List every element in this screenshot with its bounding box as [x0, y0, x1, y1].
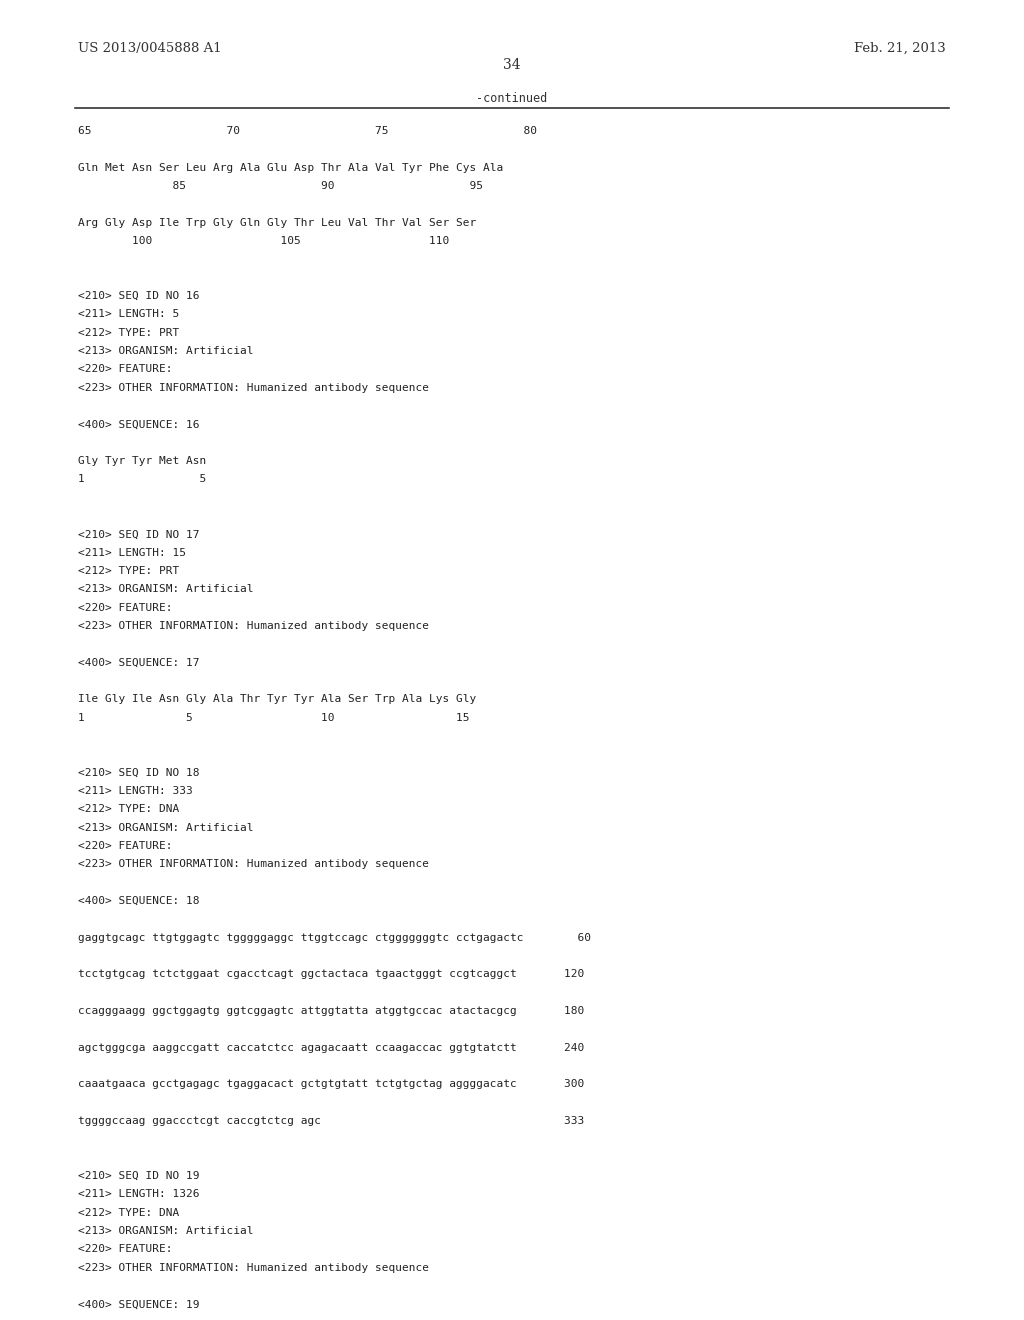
Text: 85                    90                    95: 85 90 95 [78, 181, 483, 191]
Text: <220> FEATURE:: <220> FEATURE: [78, 841, 172, 851]
Text: -continued: -continued [476, 92, 548, 106]
Text: <210> SEQ ID NO 18: <210> SEQ ID NO 18 [78, 768, 200, 777]
Text: Arg Gly Asp Ile Trp Gly Gln Gly Thr Leu Val Thr Val Ser Ser: Arg Gly Asp Ile Trp Gly Gln Gly Thr Leu … [78, 218, 476, 227]
Text: 65                    70                    75                    80: 65 70 75 80 [78, 125, 537, 136]
Text: <223> OTHER INFORMATION: Humanized antibody sequence: <223> OTHER INFORMATION: Humanized antib… [78, 859, 429, 870]
Text: caaatgaaca gcctgagagc tgaggacact gctgtgtatt tctgtgctag aggggacatc       300: caaatgaaca gcctgagagc tgaggacact gctgtgt… [78, 1080, 585, 1089]
Text: US 2013/0045888 A1: US 2013/0045888 A1 [78, 42, 221, 55]
Text: <211> LENGTH: 1326: <211> LENGTH: 1326 [78, 1189, 200, 1200]
Text: tcctgtgcag tctctggaat cgacctcagt ggctactaca tgaactgggt ccgtcaggct       120: tcctgtgcag tctctggaat cgacctcagt ggctact… [78, 969, 585, 979]
Text: <212> TYPE: PRT: <212> TYPE: PRT [78, 566, 179, 576]
Text: Gly Tyr Tyr Met Asn: Gly Tyr Tyr Met Asn [78, 455, 206, 466]
Text: <223> OTHER INFORMATION: Humanized antibody sequence: <223> OTHER INFORMATION: Humanized antib… [78, 383, 429, 392]
Text: <220> FEATURE:: <220> FEATURE: [78, 603, 172, 612]
Text: <220> FEATURE:: <220> FEATURE: [78, 1245, 172, 1254]
Text: 100                   105                   110: 100 105 110 [78, 236, 450, 246]
Text: <212> TYPE: PRT: <212> TYPE: PRT [78, 327, 179, 338]
Text: <211> LENGTH: 15: <211> LENGTH: 15 [78, 548, 186, 557]
Text: 1                 5: 1 5 [78, 474, 206, 484]
Text: <400> SEQUENCE: 16: <400> SEQUENCE: 16 [78, 420, 200, 429]
Text: <210> SEQ ID NO 19: <210> SEQ ID NO 19 [78, 1171, 200, 1181]
Text: Gln Met Asn Ser Leu Arg Ala Glu Asp Thr Ala Val Tyr Phe Cys Ala: Gln Met Asn Ser Leu Arg Ala Glu Asp Thr … [78, 162, 503, 173]
Text: <212> TYPE: DNA: <212> TYPE: DNA [78, 1208, 179, 1217]
Text: <210> SEQ ID NO 16: <210> SEQ ID NO 16 [78, 290, 200, 301]
Text: <211> LENGTH: 5: <211> LENGTH: 5 [78, 309, 179, 319]
Text: <400> SEQUENCE: 18: <400> SEQUENCE: 18 [78, 896, 200, 906]
Text: <223> OTHER INFORMATION: Humanized antibody sequence: <223> OTHER INFORMATION: Humanized antib… [78, 1263, 429, 1272]
Text: <211> LENGTH: 333: <211> LENGTH: 333 [78, 785, 193, 796]
Text: <223> OTHER INFORMATION: Humanized antibody sequence: <223> OTHER INFORMATION: Humanized antib… [78, 620, 429, 631]
Text: ccagggaagg ggctggagtg ggtcggagtc attggtatta atggtgccac atactacgcg       180: ccagggaagg ggctggagtg ggtcggagtc attggta… [78, 1006, 585, 1016]
Text: tggggccaag ggaccctcgt caccgtctcg agc                                    333: tggggccaag ggaccctcgt caccgtctcg agc 333 [78, 1115, 585, 1126]
Text: <220> FEATURE:: <220> FEATURE: [78, 364, 172, 375]
Text: Ile Gly Ile Asn Gly Ala Thr Tyr Tyr Ala Ser Trp Ala Lys Gly: Ile Gly Ile Asn Gly Ala Thr Tyr Tyr Ala … [78, 694, 476, 705]
Text: Feb. 21, 2013: Feb. 21, 2013 [854, 42, 946, 55]
Text: <213> ORGANISM: Artificial: <213> ORGANISM: Artificial [78, 346, 254, 356]
Text: <213> ORGANISM: Artificial: <213> ORGANISM: Artificial [78, 822, 254, 833]
Text: 34: 34 [503, 58, 521, 73]
Text: 1               5                   10                  15: 1 5 10 15 [78, 713, 469, 722]
Text: <213> ORGANISM: Artificial: <213> ORGANISM: Artificial [78, 585, 254, 594]
Text: gaggtgcagc ttgtggagtc tgggggaggc ttggtccagc ctgggggggtc cctgagactc        60: gaggtgcagc ttgtggagtc tgggggaggc ttggtcc… [78, 933, 591, 942]
Text: <400> SEQUENCE: 17: <400> SEQUENCE: 17 [78, 657, 200, 668]
Text: <400> SEQUENCE: 19: <400> SEQUENCE: 19 [78, 1299, 200, 1309]
Text: <210> SEQ ID NO 17: <210> SEQ ID NO 17 [78, 529, 200, 540]
Text: agctgggcga aaggccgatt caccatctcc agagacaatt ccaagaccac ggtgtatctt       240: agctgggcga aaggccgatt caccatctcc agagaca… [78, 1043, 585, 1052]
Text: <212> TYPE: DNA: <212> TYPE: DNA [78, 804, 179, 814]
Text: <213> ORGANISM: Artificial: <213> ORGANISM: Artificial [78, 1226, 254, 1236]
